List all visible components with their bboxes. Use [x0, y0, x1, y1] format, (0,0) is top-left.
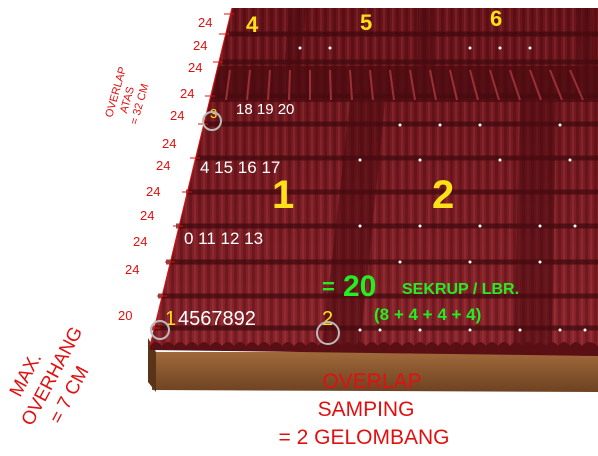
- formula-count: 20: [343, 270, 376, 303]
- top-divider-1: [284, 8, 306, 66]
- top-divider-2: [418, 8, 432, 66]
- row-label: 24: [198, 15, 212, 30]
- screw-row-2: 4 15 16 17: [200, 158, 280, 177]
- sheet-number-1: 1: [272, 173, 294, 217]
- sheet-number-6: 6: [490, 6, 502, 31]
- highlight-circles: [150, 111, 340, 345]
- overlap-top-band: [210, 66, 598, 102]
- row-label: 24: [162, 136, 176, 151]
- screw-row-3: 0 11 12 13: [184, 229, 263, 248]
- overhang-label: MAX. OVERHANG = 7 CM: [6, 323, 94, 429]
- row-label: 24: [133, 234, 147, 249]
- sheet-number-5: 5: [360, 10, 372, 35]
- row-label: 24: [188, 60, 202, 75]
- row-label: 24: [170, 108, 184, 123]
- row-label: 24: [193, 38, 207, 53]
- screw-formula: = 20 SEKRUP / LBR. (8 + 4 + 4 + 4): [322, 270, 519, 324]
- row-label: 24: [125, 262, 139, 277]
- formula-eq: =: [322, 274, 335, 299]
- screw-row-bottom-last: 2: [322, 308, 333, 330]
- top-divider-3: [578, 8, 594, 66]
- overlap-side-line2: SAMPING: [318, 398, 415, 421]
- wood-base: [152, 352, 598, 392]
- overlap-side-line1: OVERLAP: [322, 370, 421, 393]
- sheet-number-2: 2: [432, 173, 454, 217]
- corner-circle-bottom-left: [150, 320, 170, 340]
- screw-row-top-first: 3: [210, 106, 217, 121]
- row-label: 24: [156, 158, 170, 173]
- corner-circle-top: [202, 111, 222, 131]
- overlap-top-ridges: [225, 69, 584, 101]
- formula-breakdown: (8 + 4 + 4 + 4): [374, 305, 481, 324]
- screw-dots: [298, 46, 587, 332]
- overlap-side-line3: = 2 GELOMBANG: [279, 426, 450, 449]
- row-dimension-labels: 24 24 24 24 24 24 24 24 24 24 24 20: [118, 15, 212, 323]
- sheet-number-4: 4: [246, 12, 259, 37]
- screw-row-bottom-first: 1: [165, 308, 176, 330]
- row-label: 24: [180, 86, 194, 101]
- left-dimension-line: [149, 7, 234, 347]
- sheet-numbers: 4 5 6 1 2: [246, 6, 502, 217]
- overlap-side-label: OVERLAP SAMPING = 2 GELOMBANG: [279, 370, 450, 449]
- formula-unit: SEKRUP / LBR.: [402, 281, 519, 298]
- side-overlap-band-2: [514, 102, 556, 352]
- row-label: 20: [118, 308, 132, 323]
- bottom-edge-waves: [150, 342, 598, 356]
- screw-row-bottom-mid: 4567892: [178, 308, 256, 330]
- wood-base-left: [148, 338, 156, 392]
- screw-row-top-rest: 18 19 20: [236, 101, 294, 118]
- row-label: 24: [146, 184, 160, 199]
- side-overlap-band-1: [322, 102, 385, 346]
- row-label: 24: [140, 208, 154, 223]
- screw-number-rows: 3 18 19 20 4 15 16 17 0 11 12 13 1 45678…: [165, 101, 333, 330]
- corner-circle-bottom-mid: [316, 321, 340, 345]
- overlap-top-label: OVERLAP ATAS = 32 CM: [103, 66, 151, 126]
